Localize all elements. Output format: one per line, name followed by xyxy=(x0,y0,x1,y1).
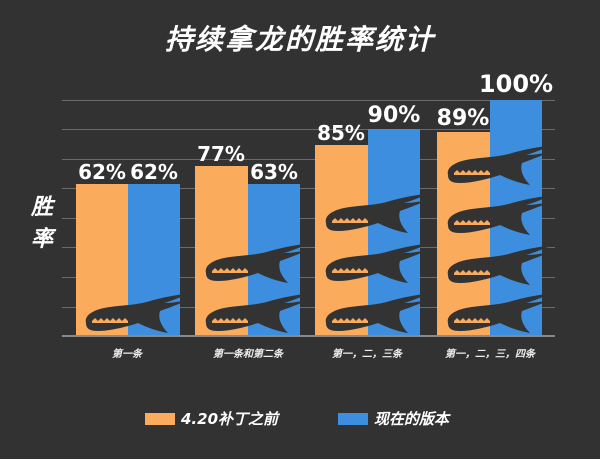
value-label: 85% xyxy=(317,121,365,145)
value-label: 62% xyxy=(78,160,126,184)
gridline xyxy=(62,277,555,278)
category-label: 第一条和第二条 xyxy=(213,349,283,360)
legend-item-before: 4.20补丁之前 xyxy=(145,408,278,429)
x-axis-baseline xyxy=(62,335,555,337)
dragon-icon xyxy=(325,243,432,283)
gridline xyxy=(62,307,555,308)
legend-item-now: 现在的版本 xyxy=(338,408,449,429)
gridline xyxy=(62,247,555,248)
value-label: 62% xyxy=(130,160,178,184)
y-axis-label: 胜 率 xyxy=(30,192,54,256)
value-label: 100% xyxy=(478,70,554,98)
legend-label: 4.20补丁之前 xyxy=(181,410,279,428)
legend-label: 现在的版本 xyxy=(374,410,450,428)
dragon-icon xyxy=(325,193,432,233)
legend-swatch-blue xyxy=(338,412,368,425)
dragon-icon xyxy=(447,293,554,333)
dragon-icon xyxy=(325,293,432,333)
bar-before-group-3 xyxy=(315,145,368,335)
gridline xyxy=(62,100,555,101)
value-label: 77% xyxy=(197,142,245,166)
category-label: 第一，二，三条 xyxy=(332,349,402,360)
gridline xyxy=(62,218,555,219)
gridline xyxy=(62,129,555,130)
gridline xyxy=(62,188,555,189)
y-axis-label-char-1: 胜 xyxy=(30,195,53,220)
dragon-icon xyxy=(85,293,192,333)
dragon-icon xyxy=(205,243,312,283)
y-axis-label-char-2: 率 xyxy=(30,227,53,252)
gridline xyxy=(62,159,555,160)
chart-title: 持续拿龙的胜率统计 xyxy=(164,23,435,56)
category-label: 第一，二，三，四条 xyxy=(445,349,535,360)
dragon-icon xyxy=(205,293,312,333)
category-label: 第一条 xyxy=(112,349,142,360)
dragon-icon xyxy=(447,195,554,235)
value-label: 89% xyxy=(436,106,490,131)
dragon-icon xyxy=(447,145,554,185)
value-label: 63% xyxy=(250,160,298,184)
dragon-icon xyxy=(447,245,554,285)
value-label: 90% xyxy=(367,103,421,128)
legend-swatch-orange xyxy=(145,412,175,425)
